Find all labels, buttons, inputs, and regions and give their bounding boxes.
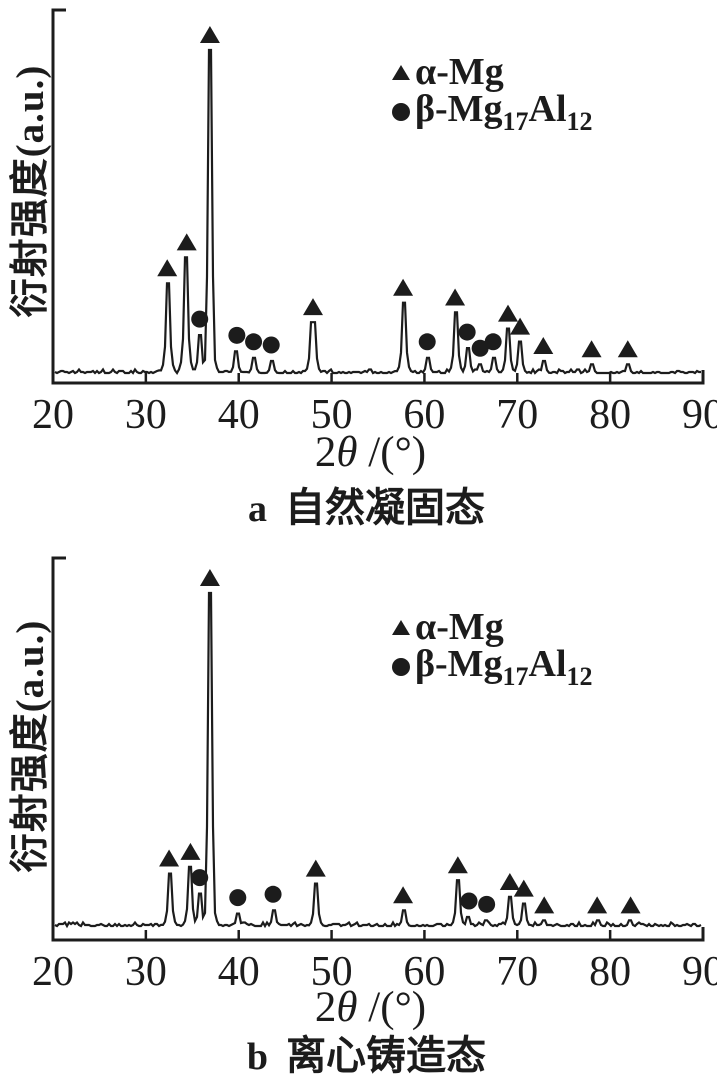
beta-peak-marker [460, 892, 478, 910]
caption-letter: b [246, 1036, 269, 1078]
alpha-peak-marker [180, 842, 201, 860]
x-axis-title-prefix: 2 [314, 429, 337, 476]
beta-peak-marker [262, 336, 280, 354]
alpha-peak-marker [199, 26, 220, 43]
x-tick-label: 70 [496, 949, 538, 995]
x-tick-label: 40 [218, 949, 260, 995]
beta-formula-subscript: 17 [502, 661, 529, 691]
xrd-trace [54, 48, 701, 376]
caption-text: 自然凝固态 [285, 485, 485, 530]
x-tick-label: 30 [125, 949, 167, 995]
x-tick-label: 60 [403, 392, 445, 438]
y-axis-label-a: 衍射强度(a.u.) [9, 64, 52, 318]
legend-label-alpha: α-Mg [415, 606, 504, 648]
beta-formula-subscript: 12 [566, 661, 593, 691]
legend-label-beta: β-Mg17Al12 [415, 90, 593, 135]
alpha-peak-marker [445, 288, 466, 306]
x-tick-label: 80 [589, 949, 631, 995]
y-axis-label-b: 衍射强度(a.u.) [9, 619, 52, 873]
legend-label-beta: β-Mg17Al12 [415, 645, 593, 690]
x-tick-label: 50 [311, 392, 353, 438]
x-tick-label: 80 [589, 392, 631, 438]
beta-peak-marker [484, 333, 502, 351]
x-axis-title-prefix: 2 [314, 984, 337, 1031]
alpha-peak-marker [620, 896, 641, 914]
legend-a: α-Mg β-Mg17Al12 [392, 52, 692, 135]
legend-item-beta: β-Mg17Al12 [392, 90, 692, 135]
x-axis-title-suffix: /(°) [357, 984, 427, 1031]
beta-formula-part: Al [528, 642, 567, 685]
beta-peak-marker [418, 333, 436, 351]
alpha-peak-marker [510, 317, 531, 335]
x-tick-label: 90 [682, 392, 717, 438]
chart-a-caption: a 自然凝固态 [8, 485, 717, 530]
alpha-peak-marker [534, 896, 555, 914]
alpha-peak-marker [587, 896, 608, 914]
legend-item-alpha: α-Mg [392, 52, 692, 92]
caption-letter: a [248, 488, 267, 530]
beta-formula-subscript: 12 [566, 106, 593, 136]
x-tick-label: 60 [403, 949, 445, 995]
x-axis-title-suffix: /(°) [357, 429, 427, 476]
alpha-peak-marker [498, 304, 518, 322]
alpha-peak-marker [159, 849, 180, 867]
x-tick-label: 90 [682, 949, 717, 995]
alpha-peak-marker [157, 259, 178, 277]
circle-marker-icon [392, 658, 410, 676]
beta-peak-marker [264, 885, 282, 903]
x-tick-label: 30 [125, 392, 167, 438]
x-axis-title-theta: θ [336, 984, 358, 1031]
x-tick-label: 20 [32, 949, 74, 995]
xrd-chart-a: 20 30 40 50 60 70 80 90 [32, 8, 717, 438]
alpha-peak-marker [393, 278, 414, 296]
xrd-trace [54, 591, 702, 929]
legend-label-alpha: α-Mg [415, 51, 504, 93]
beta-peak-marker [191, 310, 209, 328]
alpha-peak-marker [499, 872, 520, 890]
caption-text: 离心铸造态 [286, 1033, 487, 1078]
x-axis-title-a: 2θ /(°) [12, 431, 717, 474]
alpha-peak-marker [581, 340, 602, 358]
alpha-peak-marker [199, 569, 220, 586]
legend-b: α-Mg β-Mg17Al12 [392, 607, 692, 690]
beta-formula-part: Al [528, 87, 567, 130]
x-tick-label: 70 [496, 392, 538, 438]
beta-peak-marker [458, 323, 476, 341]
x-axis-title-b: 2θ /(°) [12, 986, 717, 1029]
alpha-peak-marker [513, 879, 534, 897]
alpha-peak-marker [447, 856, 468, 874]
alpha-peak-marker [305, 859, 326, 877]
alpha-peak-marker [393, 886, 414, 904]
x-tick-label: 40 [218, 392, 260, 438]
alpha-peak-marker [617, 340, 638, 358]
alpha-peak-marker [176, 233, 197, 251]
circle-marker-icon [392, 103, 410, 121]
legend-item-beta: β-Mg17Al12 [392, 645, 692, 690]
beta-peak-marker [229, 889, 247, 907]
triangle-marker-icon [392, 64, 410, 80]
beta-formula-part: β-Mg [415, 642, 503, 685]
triangle-marker-icon [392, 619, 410, 635]
beta-peak-marker [245, 333, 263, 351]
alpha-peak-marker [533, 337, 554, 355]
xrd-chart-b: 20 30 40 50 60 70 80 90 [32, 556, 717, 995]
beta-peak-marker [471, 339, 489, 357]
beta-formula-part: β-Mg [415, 87, 503, 130]
beta-peak-marker [478, 895, 496, 913]
alpha-peak-marker [303, 298, 323, 316]
x-axis-title-theta: θ [336, 429, 358, 476]
beta-peak-marker [191, 869, 209, 887]
beta-formula-subscript: 17 [502, 106, 529, 136]
chart-b-caption: b 离心铸造态 [8, 1033, 717, 1078]
x-tick-label: 50 [311, 949, 353, 995]
beta-peak-marker [228, 326, 246, 344]
x-tick-label: 20 [32, 392, 74, 438]
legend-item-alpha: α-Mg [392, 607, 692, 647]
